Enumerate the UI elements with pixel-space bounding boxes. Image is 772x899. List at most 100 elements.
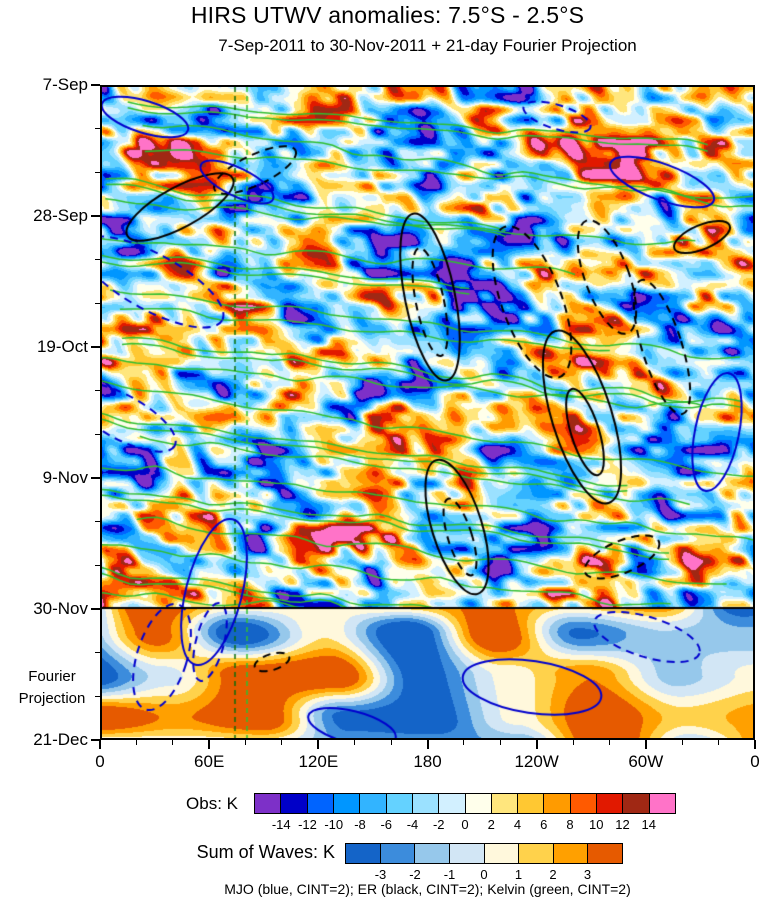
- colorbar-tick-label: 12: [615, 817, 630, 832]
- x-minor-tick: [572, 740, 574, 745]
- colorbar-tick-label: -1: [443, 867, 456, 882]
- colorbar-tick-label: -3: [374, 867, 387, 882]
- x-minor-tick: [172, 740, 174, 745]
- x-major-tick: [535, 740, 538, 749]
- x-tick-label: 180: [413, 752, 442, 771]
- x-minor-tick: [354, 740, 356, 745]
- colorbar-cell: [332, 794, 360, 813]
- colorbar-tick-label: 6: [540, 817, 548, 832]
- colorbar-tick-label: -4: [406, 817, 419, 832]
- colorbar-tick-label: 3: [583, 867, 592, 882]
- colorbar-tick-label: 2: [487, 817, 495, 832]
- colorbar-tick-label: -6: [380, 817, 393, 832]
- x-major-tick: [754, 740, 756, 749]
- colorbar-tick-label: 8: [566, 817, 574, 832]
- colorbar-cell: [306, 794, 333, 813]
- y-major-tick: [91, 477, 100, 479]
- x-minor-tick: [463, 740, 465, 745]
- x-tick-label: 120W: [514, 752, 559, 771]
- y-minor-tick: [95, 171, 100, 173]
- contour-legend-caption: MJO (blue, CINT=2); ER (black, CINT=2); …: [224, 881, 631, 897]
- colorbar-cell: [569, 794, 597, 813]
- colorbar-cell: [414, 844, 449, 863]
- colorbar-cell: [518, 844, 553, 863]
- anomaly-heatmap-canvas: [102, 87, 753, 738]
- x-major-tick: [208, 740, 211, 749]
- colorbar-tick-label: 0: [480, 867, 488, 882]
- x-minor-tick: [718, 740, 720, 745]
- y-minor-tick: [95, 128, 100, 130]
- y-minor-tick: [95, 302, 100, 304]
- y-minor-tick: [95, 564, 100, 566]
- colorbar-tick-label: 1: [514, 867, 523, 882]
- waves-colorbar-label: Sum of Waves: K: [196, 842, 335, 862]
- x-tick-label: 0: [750, 752, 760, 771]
- colorbar-cell: [490, 794, 518, 813]
- colorbar-cell: [411, 794, 439, 813]
- colorbar-cell: [464, 794, 491, 813]
- y-tick-label: 9-Nov: [42, 468, 88, 487]
- colorbar-cell: [596, 794, 623, 813]
- y-tick-label: 28-Sep: [33, 206, 88, 225]
- plot-area: [100, 85, 755, 740]
- colorbar-tick-label: -14: [271, 817, 291, 832]
- x-major-tick: [426, 740, 429, 749]
- x-minor-tick: [245, 740, 247, 745]
- y-minor-tick: [95, 521, 100, 523]
- colorbar-cell: [587, 844, 622, 863]
- x-minor-tick: [390, 740, 392, 745]
- colorbar-cell: [438, 794, 465, 813]
- colorbar-cell: [483, 844, 519, 863]
- colorbar-cell: [552, 844, 588, 863]
- colorbar-cell: [448, 844, 484, 863]
- obs-colorbar: [254, 793, 676, 814]
- y-minor-tick: [95, 433, 100, 435]
- y-major-tick: [91, 739, 100, 741]
- y-major-tick: [91, 608, 100, 610]
- y-minor-tick: [95, 259, 100, 261]
- y-tick-label: 21-Dec: [33, 730, 88, 749]
- colorbar-tick-label: -12: [298, 817, 317, 832]
- y-tick-label: 19-Oct: [36, 337, 88, 356]
- colorbar-cell: [280, 794, 307, 813]
- fourier-region-label-line1: Fourier: [28, 668, 76, 685]
- colorbar-tick-label: 14: [641, 817, 656, 832]
- colorbar-tick-label: 10: [589, 817, 604, 832]
- y-tick-label: 30-Nov: [33, 599, 88, 618]
- x-minor-tick: [608, 740, 610, 745]
- x-major-tick: [644, 740, 647, 749]
- y-minor-tick: [95, 652, 100, 654]
- obs-colorbar-label: Obs: K: [186, 794, 238, 813]
- x-tick-label: 0: [95, 752, 105, 771]
- x-minor-tick: [281, 740, 283, 745]
- colorbar-cell: [359, 794, 386, 813]
- x-major-tick: [317, 740, 320, 749]
- colorbar-cell: [622, 794, 649, 813]
- fourier-region-label-line2: Projection: [18, 690, 86, 707]
- colorbar-cell: [255, 794, 281, 813]
- x-tick-label: 60E: [194, 752, 225, 771]
- y-major-tick: [91, 84, 100, 86]
- colorbar-tick-label: -10: [324, 817, 344, 832]
- x-tick-label: 60W: [628, 752, 664, 771]
- y-minor-tick: [95, 390, 100, 392]
- waves-colorbar: [345, 843, 623, 864]
- x-minor-tick: [499, 740, 501, 745]
- x-minor-tick: [681, 740, 683, 745]
- y-major-tick: [91, 346, 100, 348]
- x-tick-label: 120E: [298, 752, 339, 771]
- x-minor-tick: [135, 740, 137, 745]
- y-tick-label: 7-Sep: [42, 75, 88, 94]
- colorbar-tick-label: 2: [549, 867, 557, 882]
- colorbar-tick-label: -2: [409, 867, 421, 882]
- chart-title: HIRS UTWV anomalies: 7.5°S - 2.5°S: [190, 2, 585, 28]
- x-major-tick: [99, 740, 101, 749]
- colorbar-cell: [543, 794, 570, 813]
- y-major-tick: [91, 215, 100, 217]
- colorbar-cell: [517, 794, 544, 813]
- colorbar-tick-label: -8: [354, 817, 366, 832]
- colorbar-tick-label: -2: [432, 817, 445, 832]
- colorbar-tick-label: 4: [513, 817, 522, 832]
- colorbar-cell: [648, 794, 675, 813]
